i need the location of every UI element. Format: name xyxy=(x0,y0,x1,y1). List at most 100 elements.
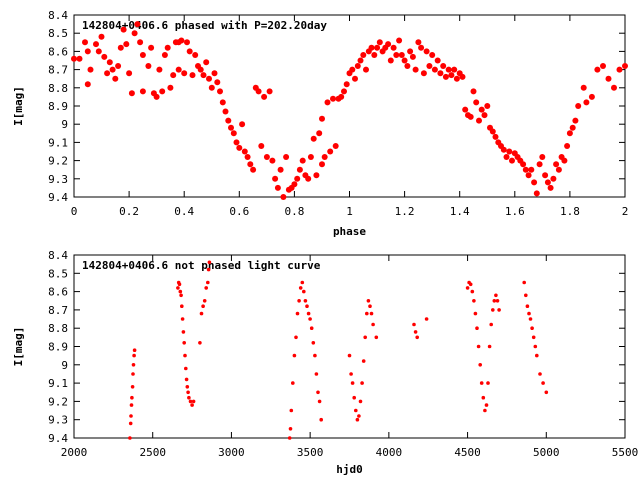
x-tick-label: 5500 xyxy=(612,446,639,459)
y-tick-label: 8.5 xyxy=(48,267,68,280)
x-axis-label: hjd0 xyxy=(336,463,363,476)
data-point xyxy=(130,395,134,400)
data-point xyxy=(106,59,113,66)
data-point xyxy=(544,179,551,186)
data-point xyxy=(230,130,237,137)
data-point xyxy=(181,70,188,77)
data-point xyxy=(177,282,182,287)
unphased-plot: 2000 2500 3000 3500 4000 4500 5000 5500 8.4 8.5 8.… xyxy=(12,249,638,476)
data-point xyxy=(297,299,301,303)
data-point xyxy=(374,335,379,340)
data-point xyxy=(183,353,187,358)
data-point xyxy=(347,353,352,358)
data-point xyxy=(211,70,218,77)
data-point xyxy=(491,308,495,312)
data-point xyxy=(145,63,152,69)
data-point xyxy=(341,88,347,95)
data-point xyxy=(429,52,436,58)
data-point xyxy=(189,72,196,79)
x-tick-label: 1.4 xyxy=(450,205,470,218)
data-point xyxy=(115,63,122,69)
data-point xyxy=(437,70,444,77)
x-tick-label: 2000 xyxy=(61,446,88,459)
data-point xyxy=(390,44,397,51)
data-point xyxy=(536,161,543,168)
data-point xyxy=(294,175,301,182)
data-point xyxy=(309,326,314,331)
data-point xyxy=(167,84,174,91)
y-axis-label: I[mag] xyxy=(12,327,25,367)
data-point xyxy=(442,73,449,80)
data-point xyxy=(525,304,530,309)
data-point xyxy=(317,399,322,404)
data-point xyxy=(622,63,628,69)
data-point xyxy=(492,299,497,303)
x-tick-label: 3500 xyxy=(297,446,324,459)
data-point xyxy=(274,184,281,191)
data-point xyxy=(481,395,486,400)
data-point xyxy=(71,55,77,62)
x-tick-label: 0.6 xyxy=(229,205,249,218)
data-point xyxy=(101,53,108,60)
data-point xyxy=(484,403,489,407)
y-tick-label: 9.1 xyxy=(48,136,68,149)
data-point xyxy=(350,381,355,385)
data-point xyxy=(440,63,447,69)
data-point xyxy=(413,330,418,334)
data-point xyxy=(197,66,204,73)
data-point xyxy=(319,417,324,422)
data-point xyxy=(198,341,202,345)
data-point xyxy=(324,99,331,106)
data-point xyxy=(132,353,136,358)
data-point xyxy=(255,88,262,95)
data-point xyxy=(208,84,215,91)
data-point xyxy=(201,304,205,309)
data-point xyxy=(451,66,458,73)
data-point xyxy=(489,128,496,135)
data-point xyxy=(126,70,133,77)
data-point xyxy=(366,299,371,303)
data-point xyxy=(575,103,582,109)
data-point xyxy=(289,408,294,413)
data-point xyxy=(349,66,356,73)
data-point xyxy=(555,166,562,173)
data-point xyxy=(314,372,319,376)
y-tick-label: 8.4 xyxy=(48,9,68,22)
data-point xyxy=(371,322,375,327)
x-tick-label: 1.6 xyxy=(505,205,525,218)
data-point xyxy=(358,399,363,404)
data-point xyxy=(470,289,475,294)
plot-frame xyxy=(73,254,626,439)
data-point xyxy=(401,57,408,64)
y-tick-label: 9.2 xyxy=(48,155,68,168)
data-point xyxy=(343,81,350,88)
data-point xyxy=(184,377,189,382)
data-point xyxy=(527,311,531,316)
data-point xyxy=(269,157,276,164)
data-point xyxy=(473,99,480,106)
y-tick-label: 9.3 xyxy=(48,173,68,186)
data-point xyxy=(473,311,478,316)
data-point xyxy=(139,52,146,58)
data-point xyxy=(176,286,180,290)
data-point xyxy=(217,88,223,95)
x-tick-label: 0.2 xyxy=(119,205,139,218)
phased-plot: 0 0.2 0.4 0.6 0.8 1 1.2 1.4 1.6 1.8 2 8.4 8.5 8.6 8.7 8… xyxy=(12,9,628,238)
data-point xyxy=(387,57,394,64)
data-point xyxy=(520,161,527,168)
data-point xyxy=(478,106,485,113)
data-point xyxy=(87,66,94,73)
data-point xyxy=(553,161,560,168)
data-point xyxy=(467,113,474,120)
data-point xyxy=(134,21,141,28)
data-point xyxy=(531,335,536,340)
data-point xyxy=(291,381,295,385)
data-point xyxy=(159,88,166,95)
data-point xyxy=(316,130,323,137)
data-point xyxy=(188,399,193,404)
data-point xyxy=(349,372,353,376)
data-point xyxy=(503,154,510,160)
data-point xyxy=(179,293,183,298)
data-point xyxy=(434,57,441,64)
data-point xyxy=(357,414,361,418)
